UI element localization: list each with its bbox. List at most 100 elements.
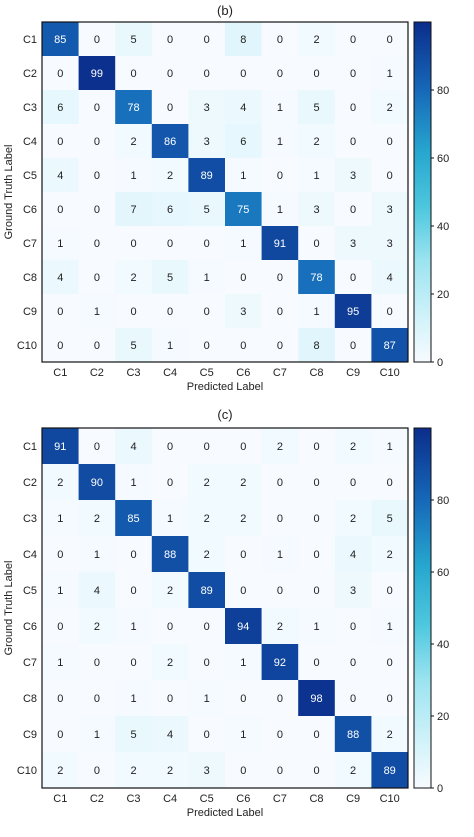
- heatmap-cell: [115, 536, 153, 573]
- heatmap-cell: [78, 158, 116, 193]
- heatmap-cell: [115, 428, 153, 465]
- heatmap-cell: [78, 500, 116, 537]
- cell-value-label: 1: [57, 238, 63, 250]
- cell-value-label: 1: [130, 170, 136, 182]
- cell-value-label: 4: [167, 729, 173, 741]
- heatmap-cell: [371, 260, 409, 295]
- y-tick-label: C3: [23, 102, 37, 114]
- y-tick-label: C6: [23, 204, 37, 216]
- cell-value-label: 1: [204, 693, 210, 705]
- y-tick-label: C9: [23, 306, 37, 318]
- heatmap-cell: [261, 680, 299, 717]
- heatmap-cell: [151, 428, 189, 465]
- heatmap-cell: [151, 680, 189, 717]
- heatmap-cell: [334, 644, 372, 681]
- heatmap-cell: [261, 608, 299, 645]
- heatmap-cell: [371, 500, 409, 537]
- cell-value-label: 0: [387, 585, 393, 597]
- heatmap-cell: [371, 716, 409, 753]
- heatmap-cell: [151, 22, 189, 57]
- cell-value-label: 0: [350, 102, 356, 114]
- cell-value-label: 0: [130, 238, 136, 250]
- heatmap-cell: [42, 500, 79, 537]
- heatmap-cell: [334, 22, 372, 57]
- cell-value-label: 6: [240, 136, 246, 148]
- cell-value-label: 0: [350, 34, 356, 46]
- cell-value-label: 1: [277, 102, 283, 114]
- plot-frame: [41, 427, 409, 789]
- colorbar-tick-label: 20: [437, 711, 449, 723]
- cell-value-label: 0: [313, 441, 319, 453]
- heatmap-cell: [78, 328, 116, 363]
- heatmap-cell: [225, 90, 262, 125]
- colorbar-tick-label: 80: [437, 495, 449, 507]
- heatmap-cell: [371, 428, 409, 465]
- cell-value-label: 0: [204, 238, 210, 250]
- heatmap-cell: [225, 192, 262, 227]
- colorbar-tick-label: 60: [437, 153, 449, 165]
- cell-value-label: 1: [387, 68, 393, 80]
- x-tick-label: C9: [346, 793, 360, 805]
- heatmap-cell: [42, 260, 79, 295]
- cell-value-label: 2: [167, 170, 173, 182]
- cell-value-label: 0: [277, 170, 283, 182]
- cell-value-label: 78: [127, 102, 139, 114]
- heatmap-cell: [78, 260, 116, 295]
- cell-value-label: 1: [277, 549, 283, 561]
- cell-value-label: 0: [350, 340, 356, 352]
- cell-value-label: 0: [204, 34, 210, 46]
- cell-value-label: 5: [167, 272, 173, 284]
- heatmap-cell: [334, 260, 372, 295]
- heatmap-cell: [334, 500, 372, 537]
- cell-value-label: 7: [130, 204, 136, 216]
- y-tick-label: C4: [23, 136, 37, 148]
- heatmap-cell: [188, 572, 226, 609]
- heatmap-cell: [115, 644, 153, 681]
- cell-value-label: 0: [313, 657, 319, 669]
- cell-value-label: 0: [57, 68, 63, 80]
- y-tick-label: C9: [23, 729, 37, 741]
- cell-value-label: 0: [387, 657, 393, 669]
- cell-value-label: 1: [240, 170, 246, 182]
- heatmap-cell: [298, 124, 336, 159]
- cell-value-label: 1: [130, 477, 136, 489]
- cell-value-label: 0: [94, 170, 100, 182]
- heatmap-cell: [151, 158, 189, 193]
- heatmap-cell: [298, 536, 336, 573]
- heatmap-cell: [225, 294, 262, 329]
- cell-value-label: 0: [94, 693, 100, 705]
- cell-value-label: 0: [350, 477, 356, 489]
- heatmap-cell: [334, 192, 372, 227]
- cell-value-label: 0: [167, 441, 173, 453]
- heatmap-cell: [261, 716, 299, 753]
- cell-value-label: 1: [277, 136, 283, 148]
- cell-value-label: 0: [387, 136, 393, 148]
- y-tick-label: C8: [23, 693, 37, 705]
- cell-value-label: 0: [350, 204, 356, 216]
- cell-value-label: 0: [240, 765, 246, 777]
- heatmap-cell: [115, 680, 153, 717]
- heatmap-cell: [298, 572, 336, 609]
- heatmap-cell: [334, 572, 372, 609]
- cell-value-label: 0: [240, 272, 246, 284]
- cell-value-label: 89: [201, 170, 213, 182]
- cell-value-label: 0: [57, 204, 63, 216]
- heatmap-cell: [115, 90, 153, 125]
- y-axis-label: Ground Truth Label: [3, 145, 15, 240]
- heatmap-cell: [78, 572, 116, 609]
- heatmap-cell: [298, 428, 336, 465]
- colorbar-tick-label: 40: [437, 639, 449, 651]
- cell-value-label: 0: [94, 34, 100, 46]
- heatmap-cell: [371, 226, 409, 261]
- x-tick-label: C7: [273, 793, 287, 805]
- y-tick-label: C4: [23, 549, 37, 561]
- heatmap-cell: [261, 90, 299, 125]
- cell-value-label: 1: [94, 549, 100, 561]
- x-tick-label: C6: [236, 793, 250, 805]
- x-tick-label: C5: [200, 793, 214, 805]
- heatmap-cell: [371, 536, 409, 573]
- heatmap-cell: [298, 500, 336, 537]
- cell-value-label: 3: [350, 170, 356, 182]
- heatmap-cell: [261, 192, 299, 227]
- heatmap-cell: [225, 752, 262, 789]
